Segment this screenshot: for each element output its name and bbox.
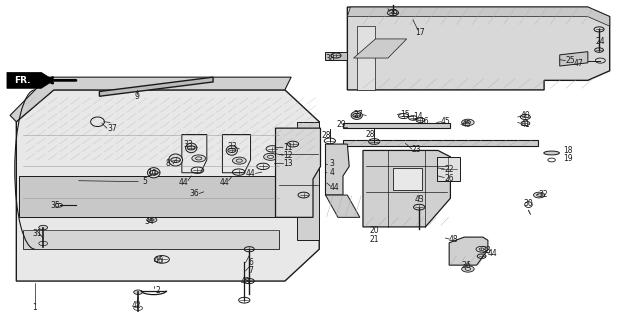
Text: 36: 36 xyxy=(461,261,471,270)
Polygon shape xyxy=(347,7,610,26)
Text: 3: 3 xyxy=(329,159,334,168)
Circle shape xyxy=(461,119,474,125)
Ellipse shape xyxy=(185,143,197,153)
Text: 21: 21 xyxy=(369,235,379,244)
Text: 25: 25 xyxy=(565,56,575,65)
Text: 35: 35 xyxy=(51,201,61,210)
Polygon shape xyxy=(100,77,213,96)
Text: 27: 27 xyxy=(353,110,363,119)
Text: 44: 44 xyxy=(330,183,340,192)
Text: 31: 31 xyxy=(32,229,42,238)
Text: 16: 16 xyxy=(419,116,429,126)
Text: 23: 23 xyxy=(411,145,421,154)
Ellipse shape xyxy=(544,151,560,155)
Text: 43: 43 xyxy=(240,277,250,286)
Text: 5: 5 xyxy=(142,177,146,186)
Polygon shape xyxy=(449,237,488,265)
Ellipse shape xyxy=(148,168,160,178)
Text: 47: 47 xyxy=(573,59,583,68)
Text: 6: 6 xyxy=(248,258,253,267)
Text: 11: 11 xyxy=(284,143,293,152)
Text: 38: 38 xyxy=(326,53,336,62)
Circle shape xyxy=(476,246,487,252)
Text: 37: 37 xyxy=(107,124,117,133)
Text: 28: 28 xyxy=(366,130,375,139)
Text: 4: 4 xyxy=(329,168,334,177)
Polygon shape xyxy=(16,90,319,281)
Text: 26: 26 xyxy=(444,174,454,183)
Text: 46: 46 xyxy=(153,256,163,265)
Text: 2: 2 xyxy=(156,286,160,295)
Text: 44: 44 xyxy=(178,178,188,187)
Circle shape xyxy=(264,153,277,160)
Polygon shape xyxy=(347,7,610,90)
Polygon shape xyxy=(10,77,291,122)
Text: 10: 10 xyxy=(147,169,156,178)
Polygon shape xyxy=(393,168,423,190)
Polygon shape xyxy=(275,128,321,217)
Text: 19: 19 xyxy=(563,154,573,163)
Polygon shape xyxy=(326,144,349,195)
Polygon shape xyxy=(560,52,588,66)
Text: 12: 12 xyxy=(284,151,293,160)
Text: 20: 20 xyxy=(369,226,379,235)
Text: 32: 32 xyxy=(538,190,548,199)
Polygon shape xyxy=(357,26,376,90)
Circle shape xyxy=(39,225,48,230)
Text: 44: 44 xyxy=(245,169,255,178)
Polygon shape xyxy=(343,140,538,146)
Text: 18: 18 xyxy=(563,146,573,155)
Ellipse shape xyxy=(169,154,182,166)
Polygon shape xyxy=(19,176,282,217)
Text: 45: 45 xyxy=(441,116,450,126)
Text: 44: 44 xyxy=(220,178,229,187)
Polygon shape xyxy=(297,122,319,240)
Text: 44: 44 xyxy=(488,250,498,259)
Text: 39: 39 xyxy=(388,9,398,18)
Text: 36: 36 xyxy=(190,189,199,198)
Text: 30: 30 xyxy=(523,199,533,208)
Text: 1: 1 xyxy=(33,303,38,312)
Text: 13: 13 xyxy=(283,159,293,168)
Text: 15: 15 xyxy=(401,110,410,119)
Text: 28: 28 xyxy=(322,131,332,140)
Text: 41: 41 xyxy=(521,120,530,129)
Text: 33: 33 xyxy=(183,140,193,149)
Text: 33: 33 xyxy=(227,142,237,151)
Text: 9: 9 xyxy=(135,92,140,101)
Circle shape xyxy=(147,217,157,222)
Text: 24: 24 xyxy=(595,37,605,46)
Text: 29: 29 xyxy=(336,120,346,129)
Circle shape xyxy=(533,192,545,198)
Text: 48: 48 xyxy=(449,235,458,244)
Text: 43: 43 xyxy=(414,195,424,204)
Ellipse shape xyxy=(351,111,362,119)
Polygon shape xyxy=(326,52,347,60)
Text: 22: 22 xyxy=(444,165,454,174)
Text: 34: 34 xyxy=(145,217,154,226)
Text: 40: 40 xyxy=(520,111,530,120)
Text: 42: 42 xyxy=(132,301,141,310)
Circle shape xyxy=(192,155,205,162)
Text: 17: 17 xyxy=(416,28,425,37)
Polygon shape xyxy=(363,150,451,227)
Polygon shape xyxy=(326,195,360,217)
Text: 33: 33 xyxy=(481,246,491,255)
Text: 7: 7 xyxy=(248,266,253,276)
Ellipse shape xyxy=(226,146,237,155)
Polygon shape xyxy=(437,157,459,181)
Text: 8: 8 xyxy=(166,159,170,168)
Circle shape xyxy=(232,157,246,164)
Polygon shape xyxy=(7,72,54,88)
Text: 14: 14 xyxy=(413,113,423,122)
Polygon shape xyxy=(354,39,407,58)
Circle shape xyxy=(134,290,143,294)
Text: FR.: FR. xyxy=(14,76,31,85)
Text: 45: 45 xyxy=(461,120,471,130)
Polygon shape xyxy=(343,123,451,128)
Polygon shape xyxy=(23,230,279,249)
Circle shape xyxy=(461,266,474,272)
